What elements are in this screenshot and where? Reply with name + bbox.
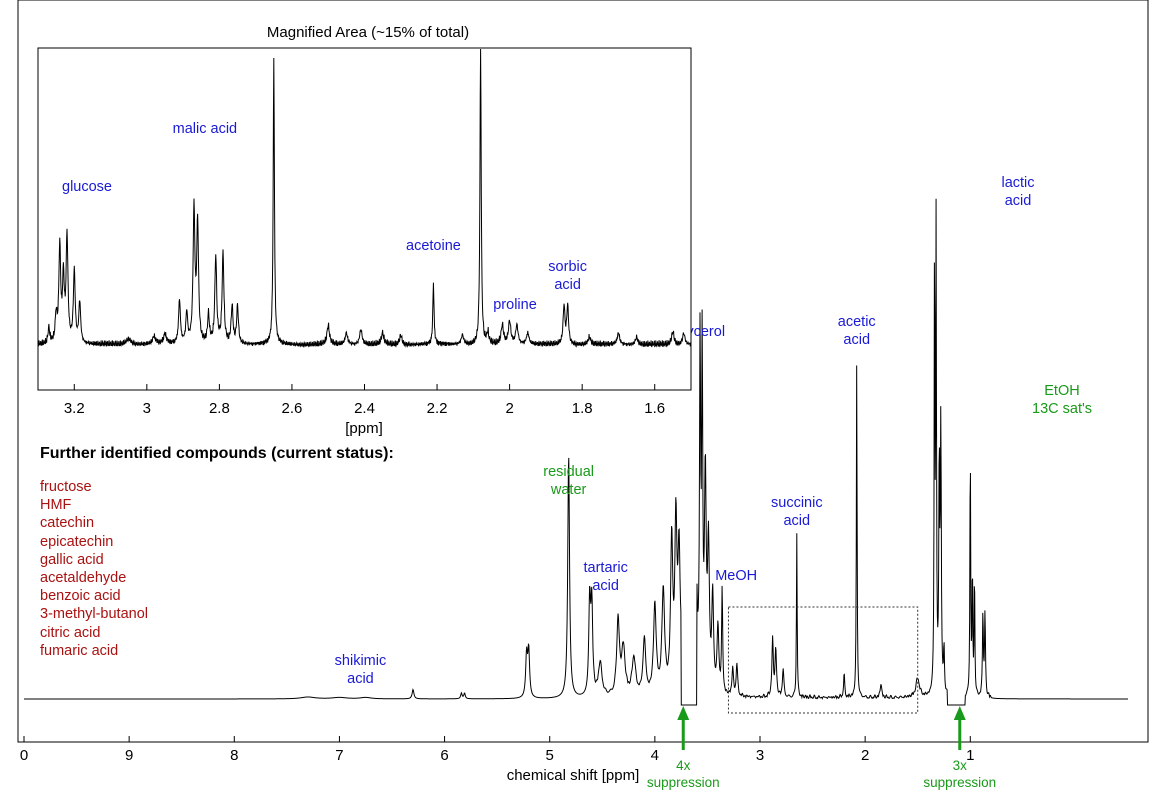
compound-item: acetaldehyde <box>40 570 127 587</box>
compound-item: 3-methyl-butanol <box>40 606 148 623</box>
peak-label: MeOH <box>715 568 757 584</box>
peak-label: acetic acid <box>838 314 876 348</box>
inset-peak-label: proline <box>493 297 537 313</box>
x-tick-label: 4 <box>651 747 659 764</box>
compound-item: citric acid <box>40 624 101 641</box>
main-spectrum-plot: 0 9 8 7 6 5 4 3 2 1 shikimic acid residual water tart… <box>17 0 1149 790</box>
main-x-ticks: 0 9 8 7 6 5 4 3 2 1 <box>20 736 974 764</box>
inset-spectrum-plot: Magnified Area (~15% of total) 3.2 3 2.8 2.… <box>37 24 692 437</box>
x-tick-label: 3 <box>756 747 764 764</box>
peak-label: tartaric acid <box>584 560 628 594</box>
main-plot-frame <box>17 0 1149 743</box>
compound-item: epicatechin <box>40 533 114 550</box>
inset-x-axis-label: [ppm] <box>345 420 383 437</box>
peak-label: residual water <box>543 464 594 498</box>
inset-frame <box>37 47 692 391</box>
further-compounds-list: fructose HMF catechin epicatechin gallic aci… <box>40 478 148 660</box>
inset-x-tick-label: 3.2 <box>64 400 85 417</box>
compound-item: gallic acid <box>40 551 104 568</box>
inset-x-tick-label: 1.8 <box>572 400 593 417</box>
inset-peak-label: glucose <box>62 179 112 195</box>
inset-x-tick-label: 2.4 <box>354 400 375 417</box>
x-tick-label: 6 <box>440 747 448 764</box>
inset-x-tick-label: 2.6 <box>282 400 303 417</box>
x-tick-label: 0 <box>20 747 28 764</box>
x-tick-label: 1 <box>966 747 974 764</box>
x-tick-label: 8 <box>230 747 238 764</box>
x-axis-label: chemical shift [ppm] <box>507 767 640 784</box>
peak-label: shikimic acid <box>335 653 387 687</box>
inset-peak-label: acetoine <box>406 238 461 254</box>
inset-peak-label: sorbic acid <box>548 259 587 293</box>
peak-label: lactic acid <box>1001 175 1034 209</box>
inset-x-ticks: 3.2 3 2.8 2.6 2.4 2.2 2 1.8 1.6 <box>64 384 665 417</box>
x-tick-label: 7 <box>335 747 343 764</box>
suppression-markers: 4x suppression 3x suppression <box>647 706 996 790</box>
inset-peak-labels: glucose malic acid acetoine proline sorbic ac… <box>62 121 587 313</box>
compound-item: HMF <box>40 497 72 514</box>
inset-x-tick-label: 3 <box>143 400 151 417</box>
compound-item: fructose <box>40 479 92 495</box>
compound-item: fumaric acid <box>40 642 119 659</box>
peak-label: succinic acid <box>771 495 823 529</box>
inset-x-tick-label: 2.8 <box>209 400 230 417</box>
inset-spectrum-line <box>37 48 692 348</box>
x-tick-label: 5 <box>546 747 554 764</box>
inset-peak-label: malic acid <box>173 121 237 137</box>
inset-x-tick-label: 2.2 <box>427 400 448 417</box>
magnified-region-box <box>727 606 919 714</box>
suppression-arrowhead <box>953 706 966 720</box>
suppression-arrowhead <box>677 706 690 720</box>
x-tick-label: 2 <box>861 747 869 764</box>
inset-title: Magnified Area (~15% of total) <box>267 24 469 41</box>
compound-item: catechin <box>40 515 95 532</box>
suppression-label: 3x suppression <box>923 758 996 790</box>
peak-label: EtOH 13C sat's <box>1032 383 1092 417</box>
main-spectrum-trace <box>24 198 1128 706</box>
suppression-label: 4x suppression <box>647 758 720 790</box>
spectrum-line <box>24 198 1128 706</box>
inset-x-tick-label: 2 <box>505 400 513 417</box>
inset-spectrum-trace <box>37 48 692 348</box>
compound-item: benzoic acid <box>40 588 121 605</box>
further-compounds-title: Further identified compounds (current st… <box>40 445 394 462</box>
inset-x-tick-label: 1.6 <box>644 400 665 417</box>
x-tick-label: 9 <box>125 747 133 764</box>
